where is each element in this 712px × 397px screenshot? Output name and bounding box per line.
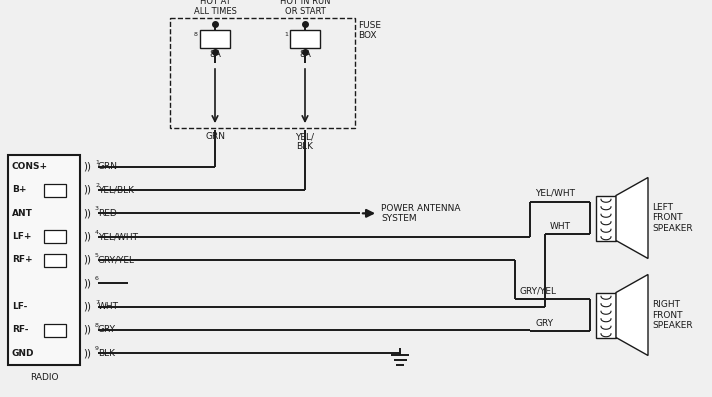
Bar bbox=[596, 195, 616, 241]
Bar bbox=[8, 155, 80, 365]
Text: WHT: WHT bbox=[550, 222, 571, 231]
Bar bbox=[44, 254, 66, 266]
Text: FUSE: FUSE bbox=[205, 35, 225, 44]
Text: 8A: 8A bbox=[209, 50, 221, 59]
Text: BL: BL bbox=[51, 327, 59, 333]
Text: GRY/YEL: GRY/YEL bbox=[520, 286, 557, 295]
Text: 8: 8 bbox=[194, 32, 198, 37]
Text: GRN: GRN bbox=[205, 132, 225, 141]
Text: )): )) bbox=[83, 348, 91, 358]
Text: RF-: RF- bbox=[12, 326, 28, 335]
Text: )): )) bbox=[83, 302, 91, 312]
Text: )): )) bbox=[83, 232, 91, 242]
Text: GRY/YEL: GRY/YEL bbox=[98, 256, 135, 264]
Text: BL-W: BL-W bbox=[46, 257, 64, 263]
Text: 5: 5 bbox=[95, 253, 99, 258]
Text: RADIO: RADIO bbox=[30, 373, 58, 382]
Text: )): )) bbox=[83, 325, 91, 335]
Polygon shape bbox=[616, 177, 648, 258]
Text: RF+: RF+ bbox=[12, 256, 33, 264]
Text: POWER ANTENNA
SYSTEM: POWER ANTENNA SYSTEM bbox=[381, 204, 461, 223]
Polygon shape bbox=[616, 274, 648, 355]
Text: FUSE
BOX: FUSE BOX bbox=[358, 21, 381, 40]
Text: 1: 1 bbox=[95, 160, 99, 165]
Text: YEL/
BLK: YEL/ BLK bbox=[295, 132, 315, 151]
Text: 7: 7 bbox=[95, 300, 99, 304]
Text: YEL/WHT: YEL/WHT bbox=[535, 189, 575, 198]
Text: BLK: BLK bbox=[98, 349, 115, 358]
Text: WHT: WHT bbox=[98, 302, 119, 311]
Text: 9: 9 bbox=[95, 346, 99, 351]
Text: GND: GND bbox=[12, 349, 34, 358]
Bar bbox=[290, 30, 320, 48]
Text: 1: 1 bbox=[284, 32, 288, 37]
Text: LF+: LF+ bbox=[12, 232, 31, 241]
Text: ANT: ANT bbox=[12, 209, 33, 218]
Text: HOT IN RUN
OR START: HOT IN RUN OR START bbox=[280, 0, 330, 16]
Bar bbox=[596, 293, 616, 337]
Text: BL: BL bbox=[51, 187, 59, 193]
Bar bbox=[44, 183, 66, 197]
Bar bbox=[200, 30, 230, 48]
Text: BL-W: BL-W bbox=[46, 234, 64, 240]
Text: RED: RED bbox=[98, 209, 117, 218]
Text: LEFT
FRONT
SPEAKER: LEFT FRONT SPEAKER bbox=[652, 203, 693, 233]
Text: YEL/WHT: YEL/WHT bbox=[98, 232, 138, 241]
Text: 6: 6 bbox=[95, 276, 99, 281]
Bar bbox=[44, 324, 66, 337]
Text: 8A: 8A bbox=[299, 50, 311, 59]
Text: 3: 3 bbox=[95, 206, 99, 211]
Text: 2: 2 bbox=[95, 183, 99, 188]
Text: FUSE: FUSE bbox=[295, 35, 315, 44]
Text: )): )) bbox=[83, 208, 91, 218]
Text: RIGHT
FRONT
SPEAKER: RIGHT FRONT SPEAKER bbox=[652, 300, 693, 330]
Text: 4: 4 bbox=[95, 230, 99, 235]
Bar bbox=[44, 230, 66, 243]
Text: HOT AT
ALL TIMES: HOT AT ALL TIMES bbox=[194, 0, 236, 16]
Text: 8: 8 bbox=[95, 323, 99, 328]
Bar bbox=[170, 18, 355, 128]
Text: LF-: LF- bbox=[12, 302, 27, 311]
Text: CONS+: CONS+ bbox=[12, 162, 48, 171]
Text: GRN: GRN bbox=[98, 162, 118, 171]
Text: YEL/BLK: YEL/BLK bbox=[98, 185, 134, 195]
Text: B+: B+ bbox=[12, 185, 26, 195]
Text: )): )) bbox=[83, 185, 91, 195]
Text: GRY: GRY bbox=[535, 319, 553, 328]
Text: )): )) bbox=[83, 255, 91, 265]
Text: GRY: GRY bbox=[98, 326, 116, 335]
Text: )): )) bbox=[83, 162, 91, 172]
Text: )): )) bbox=[83, 278, 91, 288]
